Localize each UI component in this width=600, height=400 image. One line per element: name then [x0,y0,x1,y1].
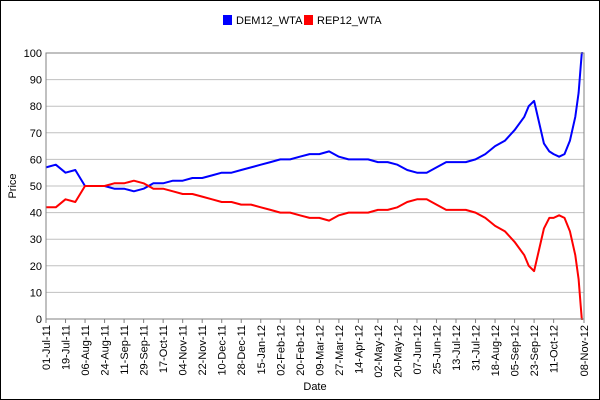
legend: DEM12_WTA REP12_WTA [223,15,382,27]
series-line-rep12_wta [46,179,583,320]
x-tick-label: 14-Apr-12 [353,325,365,374]
x-tick-label: 11-Sep-11 [119,325,131,375]
x-tick-label: 15-Jan-12 [256,325,268,375]
x-tick-label: 20-May-12 [392,325,404,378]
x-tick-label: 01-Jul-11 [41,325,53,370]
y-tick-label: 10 [30,287,42,299]
x-tick-label: 04-Nov-11 [178,325,190,376]
series-lines [45,52,583,320]
series-line-dem12_wta [45,52,583,193]
y-axis-ticks: 0 10 20 30 40 50 60 70 80 90 100 [24,48,42,326]
y-tick-label: 40 [30,208,42,220]
x-tick-label: 11-Oct-12 [549,325,561,373]
x-tick-label: 10-Dec-11 [217,325,229,376]
y-axis-label: Price [7,173,19,198]
legend-swatch-dem12 [223,15,232,25]
x-tick-label: 07-Jun-12 [412,325,424,375]
y-tick-label: 70 [30,128,42,140]
legend-label-rep12: REP12_WTA [317,15,382,27]
x-tick-label: 06-Aug-11 [80,325,92,376]
grid [46,52,584,320]
y-tick-label: 60 [30,154,42,166]
x-tick-label: 02-May-12 [373,325,385,378]
x-tick-label: 25-Jun-12 [431,325,443,375]
y-tick-label: 100 [24,48,42,60]
x-tick-label: 20-Feb-12 [295,325,307,376]
x-tick-label: 19-Jul-11 [61,325,73,370]
x-tick-label: 22-Nov-11 [197,325,209,376]
x-axis-ticks: 01-Jul-11 19-Jul-11 06-Aug-11 24-Aug-11 11-S… [41,319,591,378]
x-tick-label: 02-Feb-12 [275,325,287,376]
x-tick-label: 13-Jul-12 [451,325,463,371]
x-tick-label: 18-Aug-12 [490,325,502,376]
x-tick-label: 05-Sep-12 [510,325,522,376]
y-tick-label: 30 [30,234,42,246]
y-tick-label: 90 [30,75,42,87]
x-tick-label: 17-Oct-11 [158,325,170,373]
x-tick-label: 23-Sep-12 [529,325,541,376]
x-tick-label: 29-Sep-11 [139,325,151,376]
legend-swatch-rep12 [304,15,313,25]
x-tick-label: 09-Mar-12 [314,325,326,376]
x-tick-label: 31-Jul-12 [471,325,483,371]
x-tick-label: 27-Mar-12 [334,325,346,376]
y-tick-label: 80 [30,101,42,113]
legend-label-dem12: DEM12_WTA [236,15,303,27]
y-tick-label: 20 [30,261,42,273]
x-axis-label: Date [303,381,326,393]
plot-area-border [45,52,585,320]
y-tick-label: 50 [30,181,42,193]
y-tick-label: 0 [36,314,42,326]
x-tick-label: 28-Dec-11 [236,325,248,376]
x-tick-label: 24-Aug-11 [100,325,112,376]
x-tick-label: 08-Nov-12 [579,325,591,376]
